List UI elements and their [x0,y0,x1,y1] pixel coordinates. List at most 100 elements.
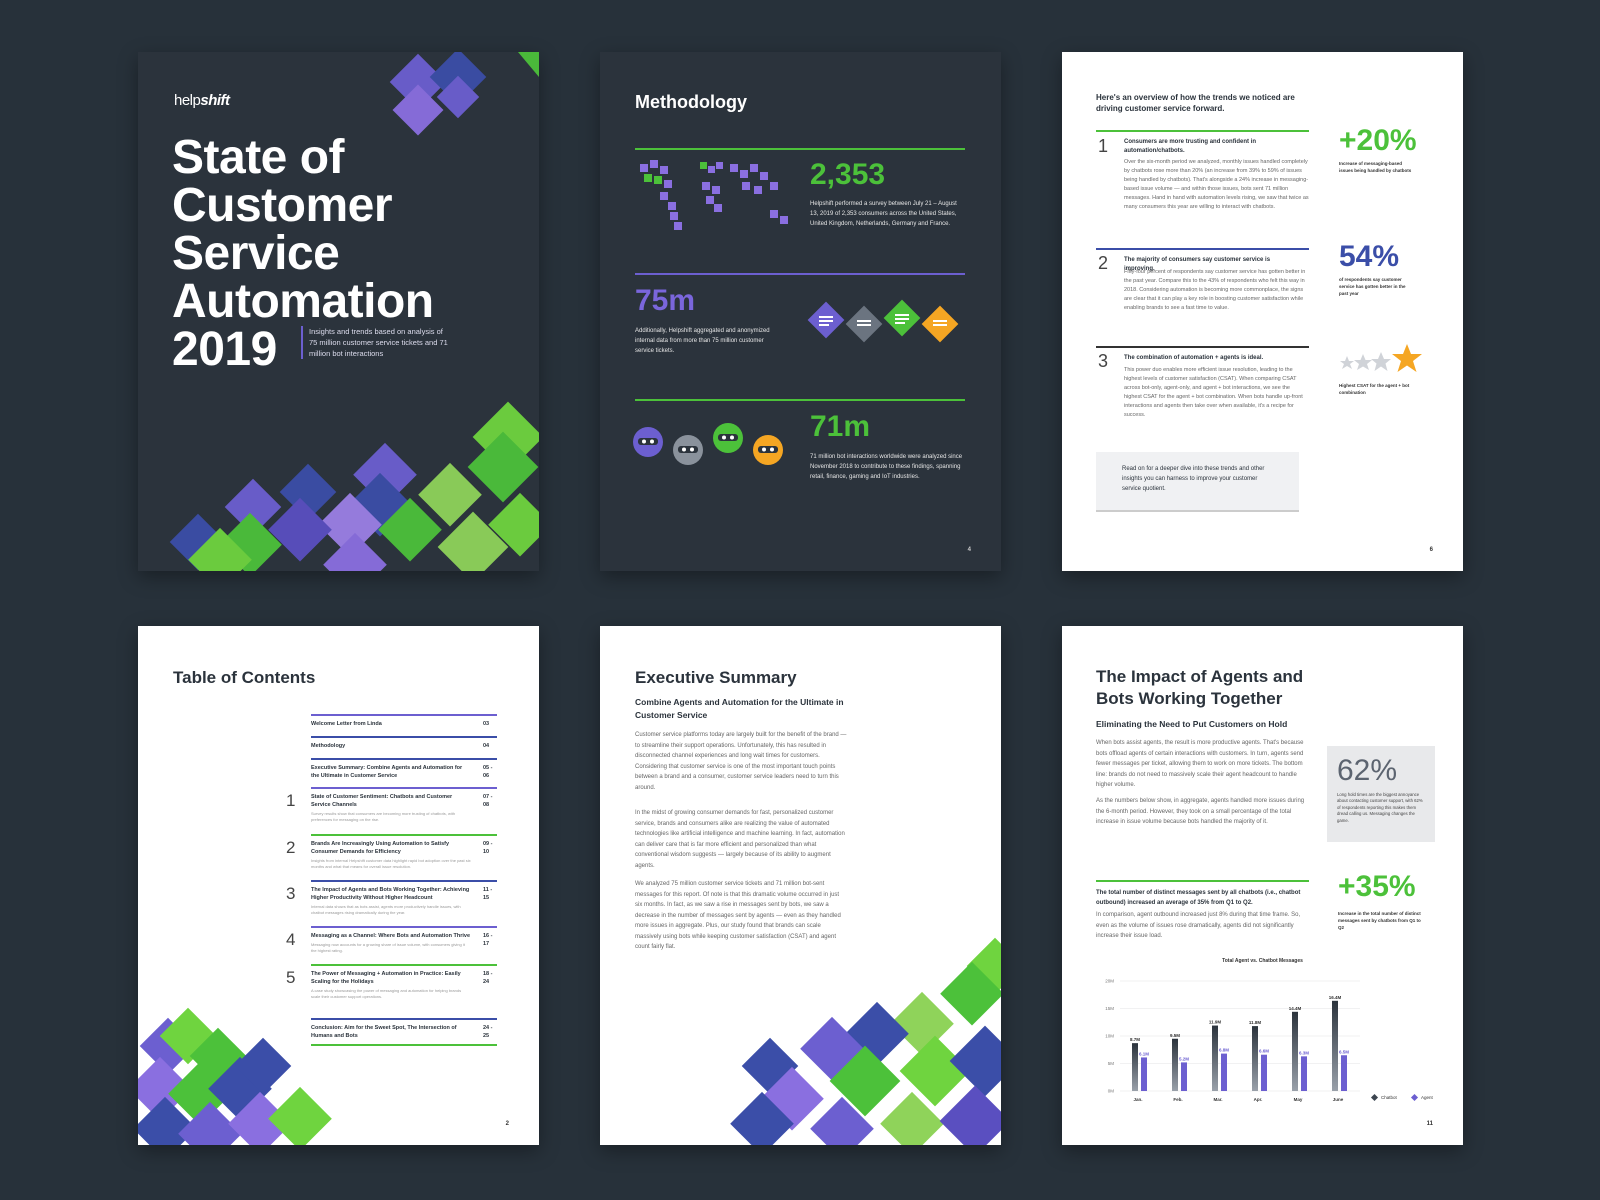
page-subtitle: Eliminating the Need to Put Customers on… [1096,719,1288,729]
data-label: 6.5M [1339,1049,1349,1054]
executive-summary-page[interactable]: Executive Summary Combine Agents and Aut… [600,626,1001,1145]
body-paragraph: When bots assist agents, the result is m… [1096,740,1304,788]
legend-swatch [1370,1093,1379,1102]
toc-row[interactable]: The Power of Messaging + Automation in P… [311,964,497,1000]
legend-swatch [1410,1093,1419,1102]
toc-row-title: Methodology [311,743,346,749]
toc-row-desc: Survey results show that consumers are b… [311,811,456,822]
body-paragraph: In comparison, agent outbound increased … [1096,912,1301,939]
helpshift-logo: helpshift [174,92,230,109]
trend-caption: Highest CSAT for the agent + bot combina… [1339,383,1410,395]
bar-chatbot [1212,1025,1218,1091]
growth-stat-caption: Increase in the total number of distinct… [1338,911,1421,930]
bar-chatbot [1132,1043,1138,1091]
page-title: Table of Contents [173,668,316,687]
data-label: 9.5M [1170,1033,1180,1038]
y-tick-label: 5M [1108,1061,1115,1066]
bar-agent [1141,1057,1147,1091]
trends-page[interactable]: Here's an overview of how the trends we … [1062,52,1463,571]
bar-chatbot [1252,1026,1258,1091]
bar-chatbot [1172,1038,1178,1091]
toc-row-page: 05 - 06 [483,765,493,779]
page-number: 2 [505,1121,509,1127]
page-number: 11 [1426,1121,1433,1127]
cover-title: State of Customer Service Automation 201… [172,131,434,376]
stat-tickets: 75m [635,284,696,317]
trend-caption: of respondents say customer service has … [1339,277,1406,296]
toc-row-desc: Insights from internal Helpshift custome… [311,858,471,869]
trend-number: 3 [1098,351,1109,371]
toc-chapter-number: 2 [286,838,296,857]
toc-row[interactable]: Conclusion: Aim for the Sweet Spot, The … [311,1018,497,1046]
page-subtitle: Combine Agents and Automation for the Ul… [635,697,844,720]
cover-decoration [169,52,539,571]
data-label: 11.8M [1249,1020,1262,1025]
x-tick-label: June [1333,1097,1344,1102]
toc-row[interactable]: Welcome Letter from Linda 03 [311,714,497,728]
bar-agent [1341,1055,1347,1091]
bar-chart: 0M 5M 10M 15M 20M 8.7M 6.1M Jan. 9.5M 5.2M Feb. 11.… [1105,979,1433,1103]
chart-title: Total Agent vs. Chatbot Messages [1222,958,1303,964]
trend-heading: Consumers are more trusting and confiden… [1124,139,1257,154]
trend-heading: The combination of automation + agents i… [1124,355,1264,361]
trend-stat: +20% [1339,124,1417,157]
data-label: 11.9M [1209,1020,1222,1025]
page-title: Executive Summary [635,668,797,687]
toc-row[interactable]: Messaging as a Channel: Where Bots and A… [311,926,497,954]
toc-row[interactable]: State of Customer Sentiment: Chatbots an… [311,787,497,823]
data-label: 8.7M [1130,1037,1140,1042]
divider [1096,130,1309,132]
toc-chapter-number: 5 [286,968,296,987]
body-paragraph: We analyzed 75 million customer service … [635,881,841,950]
divider [635,273,965,275]
growth-stat: +35% [1338,870,1416,903]
toc-chapter-number: 1 [286,791,296,810]
callout-box: Read on for a deeper dive into these tre… [1096,452,1299,512]
toc-row[interactable]: The Impact of Agents and Bots Working To… [311,880,497,916]
trend-heading: The majority of consumers say customer s… [1124,257,1271,272]
toc-row-title: The Impact of Agents and Bots Working To… [311,887,470,901]
trends-intro: Here's an overview of how the trends we … [1096,93,1295,113]
data-label: 6.6M [1259,1049,1269,1054]
divider [635,399,965,401]
trend-number: 1 [1098,136,1109,156]
cover-page[interactable]: helpshift State of Customer Service Auto… [138,52,539,571]
toc-row-page: 24 - 25 [483,1025,493,1039]
divider [1096,346,1309,348]
world-map-illustration [640,160,788,230]
divider [635,148,965,150]
methodology-page[interactable]: Methodology 2,353 Helpshift performed a … [600,52,1001,571]
star-rating-icon [1340,344,1422,372]
exec-decoration [730,937,1001,1145]
body-paragraph: Customer service platforms today are lar… [635,732,847,791]
trend-stat: 54% [1339,240,1400,273]
trend-caption: Increase of messaging-based issues being… [1339,161,1412,173]
divider [1096,880,1309,882]
impact-page[interactable]: The Impact of Agents and Bots Working To… [1062,626,1463,1145]
ticket-icons [807,299,959,343]
toc-row-title: The Power of Messaging + Automation in P… [311,971,461,985]
toc-page[interactable]: Table of Contents Welcome Letter from Li… [138,626,539,1145]
toc-row[interactable]: Executive Summary: Combine Agents and Au… [311,758,497,780]
stat-bot-interactions-desc: 71 million bot interactions worldwide we… [810,454,963,480]
toc-row-title: Executive Summary: Combine Agents and Au… [311,765,463,779]
page-title: The Impact of Agents and Bots Working To… [1096,667,1304,708]
body-paragraph: In the midst of growing consumer demands… [635,810,845,869]
toc-row[interactable]: Brands Are Increasingly Using Automation… [311,834,497,870]
y-tick-label: 0M [1108,1089,1115,1094]
toc-row-desc: Internal data shows that as bots assist,… [311,904,461,915]
toc-row-desc: A case study showcasing the power of mes… [311,988,462,999]
toc-row[interactable]: Methodology 04 [311,736,497,750]
toc-row-page: 04 [483,743,490,749]
bar-agent [1181,1062,1187,1091]
page-number: 4 [967,547,971,553]
callout-stat: 62% [1337,754,1398,787]
page-number: 6 [1429,547,1433,553]
page-title: Methodology [635,92,747,112]
toc-row-page: 09 - 10 [483,841,493,855]
toc-row-page: 18 - 24 [483,971,493,985]
data-label: 6.3M [1299,1050,1309,1055]
data-label: 16.4M [1329,995,1342,1000]
body-paragraph: As the numbers below show, in aggregate,… [1096,798,1305,825]
x-tick-label: Jan. [1133,1097,1142,1102]
